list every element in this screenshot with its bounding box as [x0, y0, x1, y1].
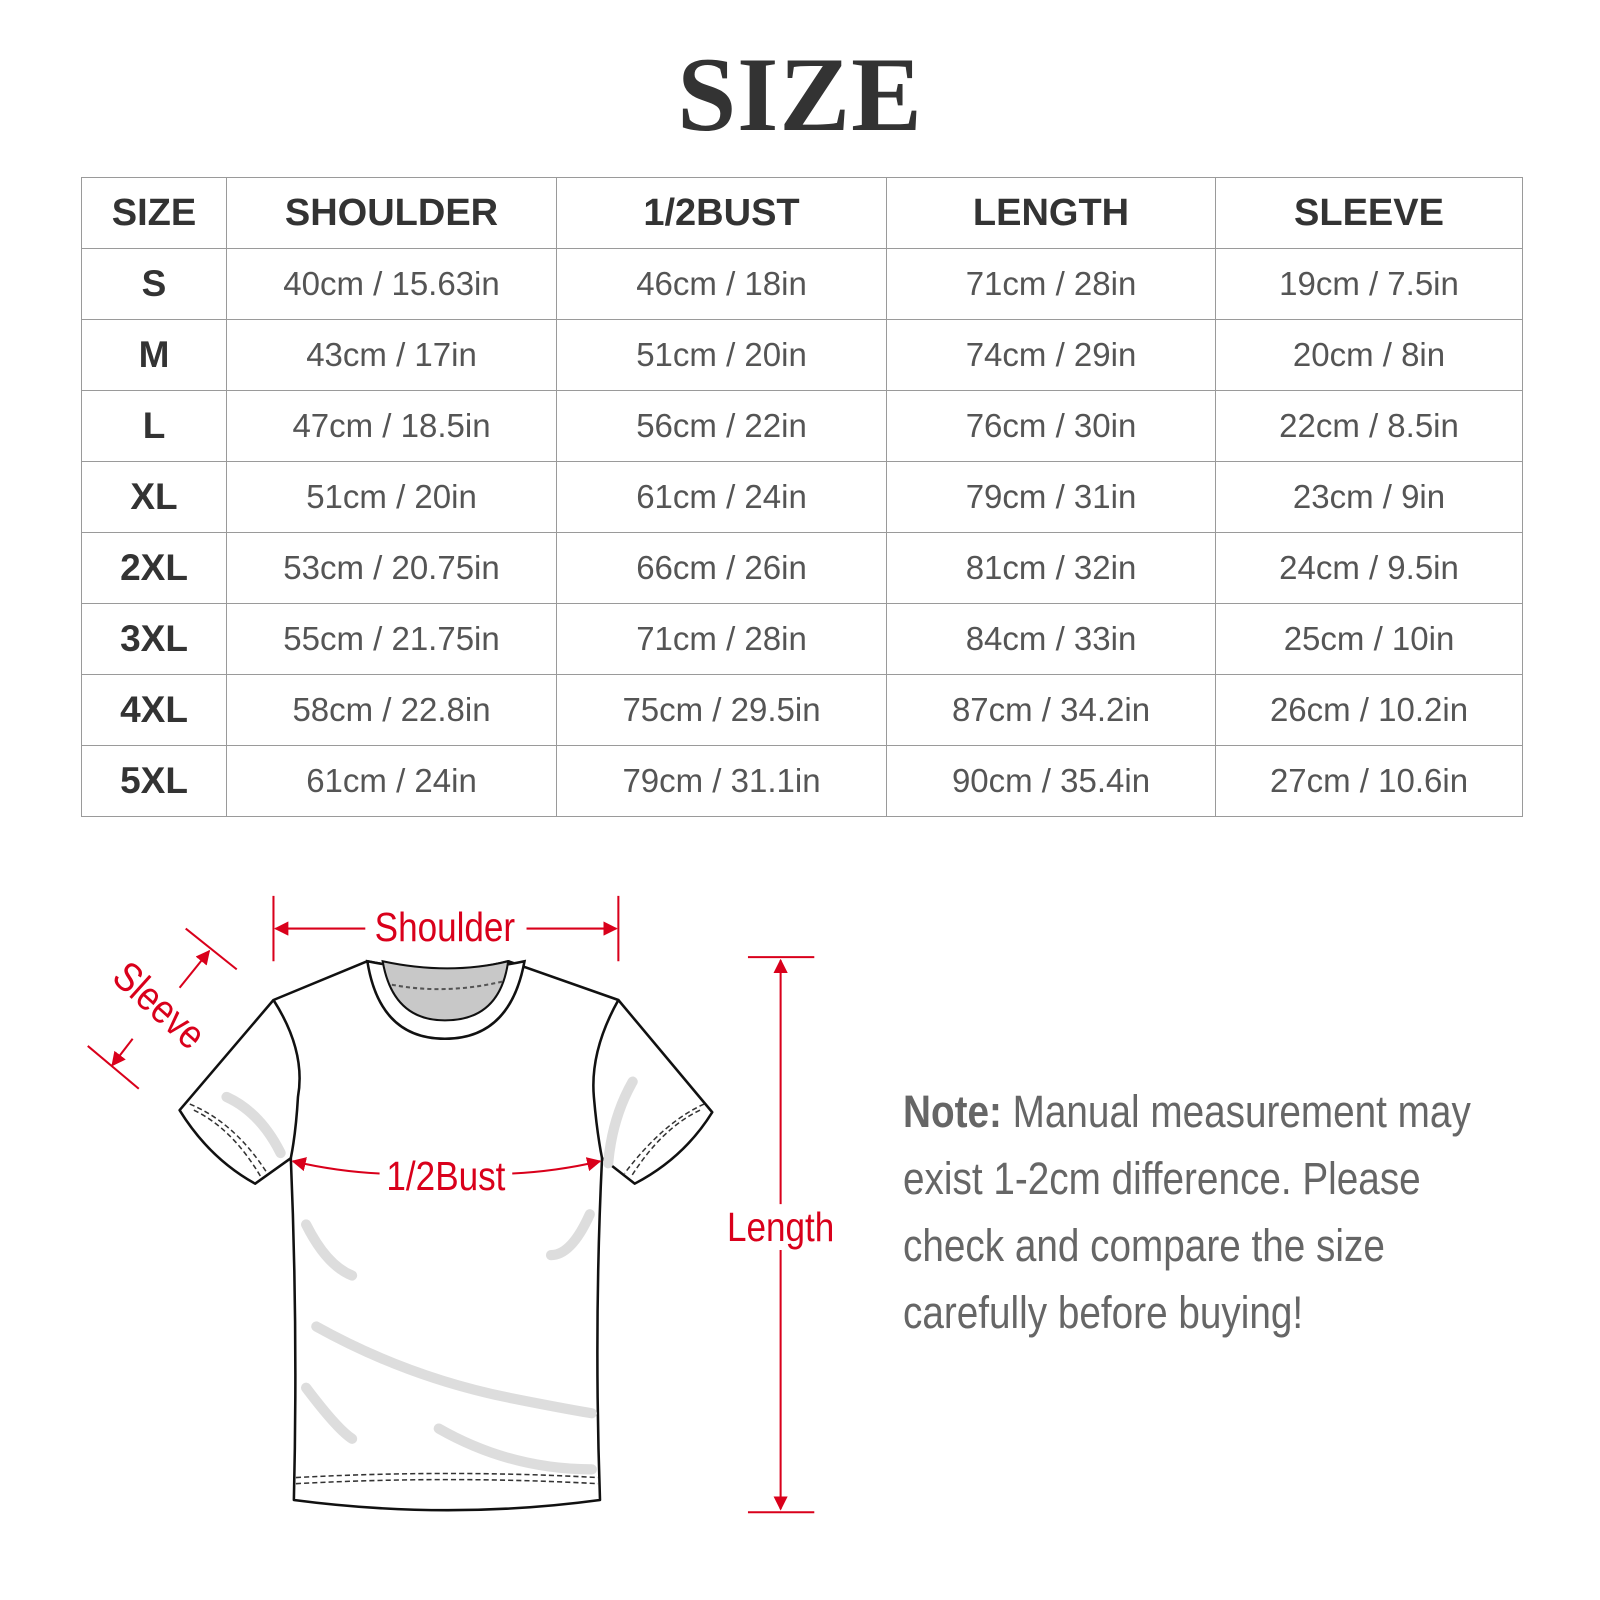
length-measure	[747, 956, 815, 1514]
table-header-row: SIZE SHOULDER 1/2BUST LENGTH SLEEVE	[81, 177, 1523, 249]
measurement-cell: 46cm / 18in	[556, 248, 887, 320]
measurement-cell: 56cm / 22in	[556, 390, 887, 462]
measurement-cell: 53cm / 20.75in	[226, 532, 557, 604]
size-cell: L	[81, 390, 227, 462]
note-label: Note:	[903, 1086, 1002, 1137]
table-row: 2XL 53cm / 20.75in 66cm / 26in 81cm / 32in 2…	[81, 532, 1523, 604]
measurement-cell: 90cm / 35.4in	[886, 745, 1216, 817]
note-text: Manual measurement may exist 1-2cm diffe…	[903, 1086, 1471, 1338]
table-row: S 40cm / 15.63in 46cm / 18in 71cm / 28in 19c…	[81, 248, 1523, 320]
measurement-cell: 19cm / 7.5in	[1215, 248, 1523, 320]
table-row: L 47cm / 18.5in 56cm / 22in 76cm / 30in 22cm…	[81, 390, 1523, 462]
measurement-cell: 58cm / 22.8in	[226, 674, 557, 746]
table-row: XL 51cm / 20in 61cm / 24in 79cm / 31in 23cm …	[81, 461, 1523, 533]
sleeve-label: Sleeve	[104, 953, 214, 1058]
measurement-cell: 24cm / 9.5in	[1215, 532, 1523, 604]
shoulder-measure	[272, 895, 620, 962]
measurement-cell: 20cm / 8in	[1215, 319, 1523, 391]
size-table: SIZE SHOULDER 1/2BUST LENGTH SLEEVE S 40cm / …	[81, 177, 1523, 817]
measurement-cell: 71cm / 28in	[556, 603, 887, 675]
measurement-cell: 74cm / 29in	[886, 319, 1216, 391]
shoulder-label: Shoulder	[375, 905, 516, 950]
size-cell: 4XL	[81, 674, 227, 746]
measurement-cell: 66cm / 26in	[556, 532, 887, 604]
bust-label: 1/2Bust	[386, 1154, 505, 1199]
size-cell: 5XL	[81, 745, 227, 817]
measurement-cell: 61cm / 24in	[226, 745, 557, 817]
table-row: 4XL 58cm / 22.8in 75cm / 29.5in 87cm / 34.2…	[81, 674, 1523, 746]
column-header: 1/2BUST	[556, 177, 887, 249]
measurement-cell: 43cm / 17in	[226, 319, 557, 391]
column-header: SLEEVE	[1215, 177, 1523, 249]
sleeve-measure	[87, 927, 238, 1090]
measurement-cell: 23cm / 9in	[1215, 461, 1523, 533]
measurement-cell: 22cm / 8.5in	[1215, 390, 1523, 462]
note: Note: Manual measurement may exist 1-2cm…	[903, 1078, 1505, 1346]
bust-measure	[291, 1157, 602, 1175]
measurement-cell: 27cm / 10.6in	[1215, 745, 1523, 817]
column-header: LENGTH	[886, 177, 1216, 249]
column-header: SIZE	[81, 177, 227, 249]
measurement-cell: 71cm / 28in	[886, 248, 1216, 320]
measurement-cell: 51cm / 20in	[226, 461, 557, 533]
measurement-cell: 61cm / 24in	[556, 461, 887, 533]
measurement-cell: 26cm / 10.2in	[1215, 674, 1523, 746]
size-cell: S	[81, 248, 227, 320]
table-row: M 43cm / 17in 51cm / 20in 74cm / 29in 20cm /…	[81, 319, 1523, 391]
measurement-cell: 40cm / 15.63in	[226, 248, 557, 320]
measurement-cell: 55cm / 21.75in	[226, 603, 557, 675]
size-cell: XL	[81, 461, 227, 533]
measurement-cell: 25cm / 10in	[1215, 603, 1523, 675]
size-cell: 3XL	[81, 603, 227, 675]
measurement-cell: 75cm / 29.5in	[556, 674, 887, 746]
measurement-cell: 79cm / 31.1in	[556, 745, 887, 817]
measurement-cell: 76cm / 30in	[886, 390, 1216, 462]
page-title: SIZE	[677, 36, 923, 153]
size-cell: M	[81, 319, 227, 391]
length-label: Length	[727, 1205, 834, 1250]
measurement-cell: 84cm / 33in	[886, 603, 1216, 675]
table-row: 5XL 61cm / 24in 79cm / 31.1in 90cm / 35.4in…	[81, 745, 1523, 817]
tshirt-icon	[178, 959, 714, 1512]
measurement-cell: 81cm / 32in	[886, 532, 1216, 604]
table-row: 3XL 55cm / 21.75in 71cm / 28in 84cm / 33in 2…	[81, 603, 1523, 675]
